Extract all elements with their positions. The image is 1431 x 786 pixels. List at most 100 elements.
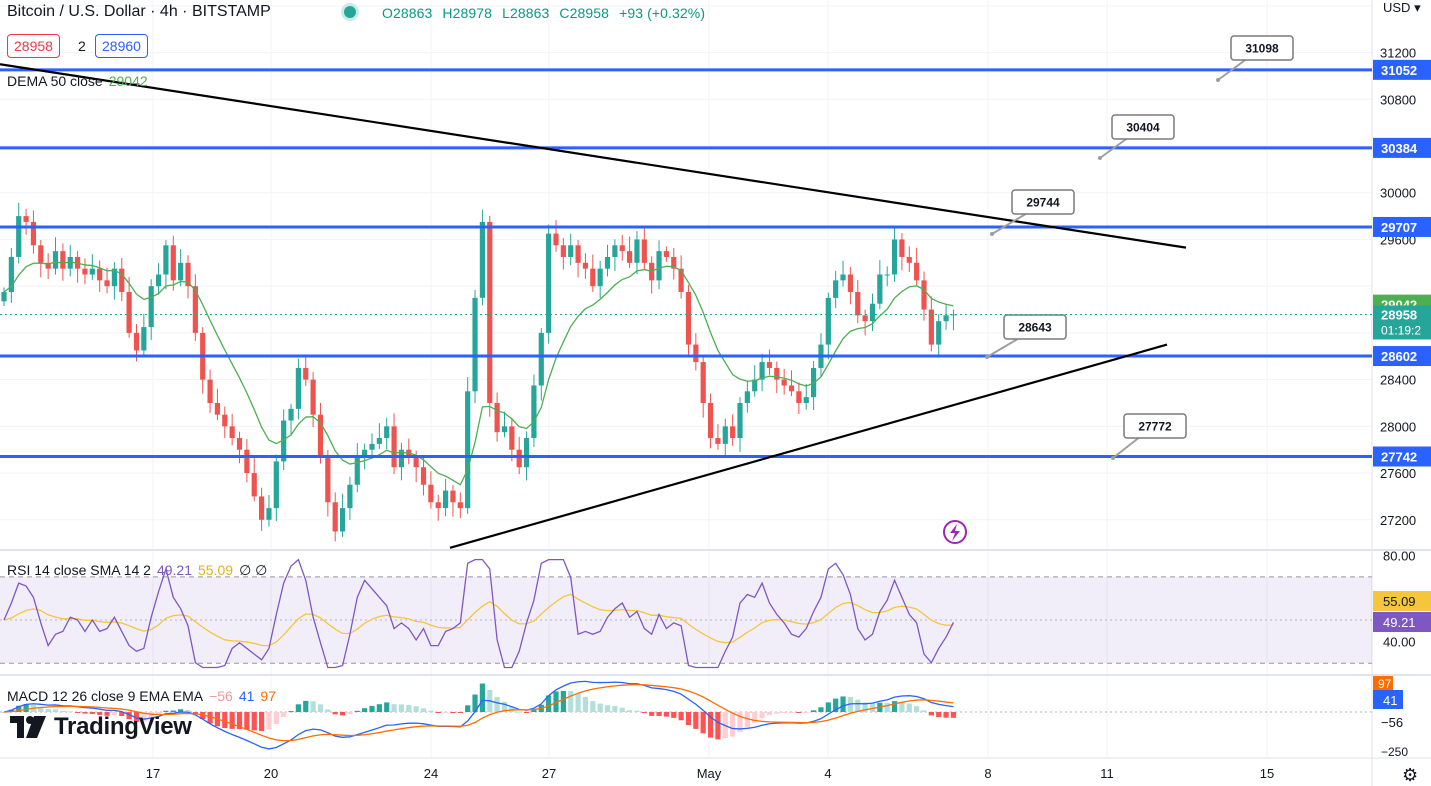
macd-hist-bar (178, 709, 184, 712)
candle-body (715, 438, 721, 444)
callout-anchor (990, 232, 994, 236)
macd-hist-bar (67, 711, 73, 713)
macd-hist-bar (222, 712, 228, 728)
candle-body (531, 385, 537, 439)
candle-body (899, 239, 905, 257)
macd-hist-bar (259, 712, 265, 732)
candle-body (465, 391, 471, 509)
price-tick: 28000 (1380, 419, 1416, 434)
price-level-tag (1373, 216, 1431, 237)
macd-hist-bar (678, 712, 684, 721)
callout-text: 30404 (1126, 121, 1160, 135)
macd-hist-bar (472, 694, 478, 712)
candle-body (737, 402, 743, 439)
level-callout: 31098 (1216, 35, 1294, 82)
tradingview-logo[interactable]: TradingView (10, 713, 192, 741)
callout-anchor (1098, 156, 1102, 160)
macd-legend[interactable]: MACD 12 26 close 9 EMA EMA −56 41 97 (7, 688, 276, 704)
candle-body (30, 221, 37, 246)
dema-legend[interactable]: DEMA 50 close 29042 (7, 73, 148, 89)
macd-hist-bar (104, 712, 110, 716)
candle-body (796, 391, 802, 403)
dema-label: DEMA 50 close (7, 73, 103, 89)
price-tick: 27600 (1380, 466, 1416, 481)
time-tick: 4 (824, 766, 831, 781)
candle-body (325, 455, 331, 503)
macd-hist-bar (803, 712, 809, 713)
currency-selector[interactable]: USD ▾ (1383, 0, 1421, 15)
candle-body (494, 402, 500, 433)
candle-body (641, 239, 647, 263)
buy-price-button[interactable]: 28960 (95, 34, 148, 58)
macd-hist-bar (656, 712, 662, 716)
candle-body (170, 245, 176, 281)
callout-text: 31098 (1245, 42, 1279, 56)
macd-hist-bar (391, 704, 397, 712)
callout-pointer (1112, 435, 1142, 459)
macd-hist-bar (869, 703, 876, 712)
countdown-text: 01:19:2 (1381, 323, 1421, 337)
rsi-legend[interactable]: RSI 14 close SMA 14 2 49.21 55.09 ∅ ∅ (7, 562, 267, 579)
macd-hist-bar (339, 712, 346, 716)
candle-body (575, 245, 581, 263)
macd-hist-bar (612, 706, 618, 712)
macd-hist-bar (833, 698, 839, 712)
macd-hist-bar (553, 691, 559, 712)
macd-hist-bar (634, 710, 640, 712)
candle-body (303, 367, 309, 380)
macd-hist-bar (671, 712, 677, 718)
macd-hist-bar (126, 712, 132, 720)
candle-body (634, 239, 640, 263)
macd-hist-bar (207, 712, 213, 724)
macd-hist-bar (774, 712, 780, 714)
candle-body (428, 484, 434, 503)
macd-hist-bar (825, 702, 831, 712)
candle-body (693, 344, 699, 363)
macd-hist-bar (568, 691, 574, 712)
macd-hist-bar (369, 705, 375, 712)
macd-hist-value: −56 (209, 688, 233, 704)
settings-gear-icon[interactable]: ⚙ (1402, 765, 1419, 785)
time-tick: 15 (1260, 766, 1274, 781)
macd-hist-bar (685, 712, 692, 726)
candle-body (619, 245, 625, 252)
macd-hist-bar (737, 712, 743, 733)
candle-body (413, 455, 419, 468)
tradingview-wordmark: TradingView (54, 713, 192, 740)
candle-body (685, 292, 692, 345)
macd-hist-bar (950, 712, 957, 718)
macd-hist-bar (362, 708, 368, 712)
candle-body (222, 414, 228, 427)
macd-hist-bar (133, 712, 140, 722)
macd-hist-bar (840, 696, 846, 712)
candle-body (362, 449, 368, 456)
macd-hist-bar (75, 712, 81, 713)
candle-body (707, 402, 714, 439)
candle-body (155, 274, 162, 287)
macd-hist-bar (244, 712, 250, 730)
macd-signal-tag-text: 97 (1378, 677, 1392, 691)
macd-hist-bar (501, 701, 508, 712)
candle-body (730, 426, 736, 439)
callout-box (1230, 35, 1294, 61)
callout-anchor (1216, 78, 1220, 82)
macd-hist-bar (649, 712, 655, 716)
symbol-title[interactable]: Bitcoin / U.S. Dollar · 4h · BITSTAMP (7, 3, 271, 20)
price-axis: 2720027600280002840029600300003080031200… (0, 46, 1431, 528)
callout-pointer (1099, 136, 1130, 159)
macd-hist-bar (148, 712, 154, 719)
rsi-line (3, 558, 955, 669)
macd-hist-bar (384, 702, 390, 712)
candle-body (354, 455, 360, 485)
candle-body (472, 297, 478, 392)
candle-body (82, 268, 88, 275)
candle-body (347, 484, 353, 509)
dema-value: 29042 (108, 73, 148, 89)
candle-body (317, 414, 324, 456)
macd-hist-bar (582, 696, 589, 712)
macd-hist-bar (715, 712, 721, 740)
sell-price-button[interactable]: 28958 (7, 34, 60, 58)
macd-hist-bar (914, 706, 920, 712)
macd-hist-bar (89, 712, 95, 714)
